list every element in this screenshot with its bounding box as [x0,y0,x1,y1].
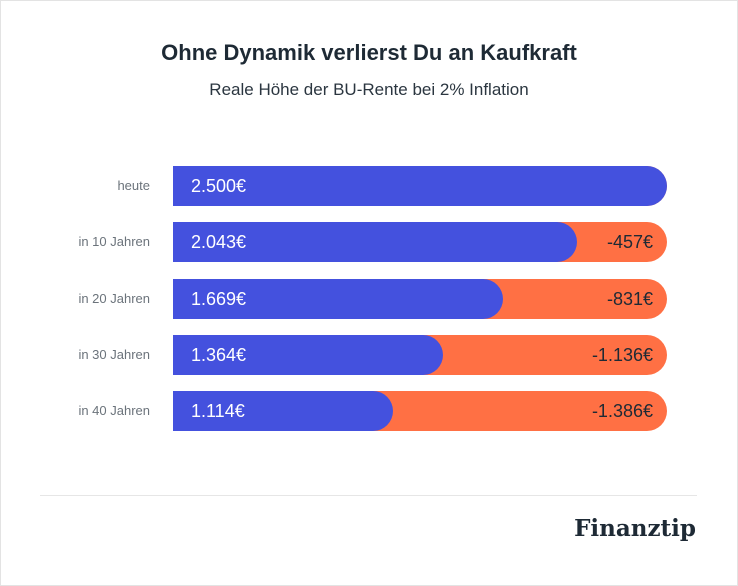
category-label: in 20 Jahren [78,291,150,306]
bar-row: heute 2.500€ [0,166,738,206]
chart-subtitle: Reale Höhe der BU-Rente bei 2% Inflation [209,80,529,99]
bar-row: in 30 Jahren 1.364€ -1.136€ [0,335,738,375]
real-value-label: 1.364€ [191,345,247,365]
category-label: heute [117,178,150,193]
loss-label: -1.136€ [591,345,653,365]
real-value-bar [173,166,667,206]
real-value-label: 2.500€ [191,176,247,196]
loss-bar: 1.114€ -1.386€ [173,391,667,431]
bar-row: in 20 Jahren 1.669€ -831€ [0,279,738,319]
category-label: in 30 Jahren [78,347,150,362]
real-value-label: 2.043€ [191,232,247,252]
loss-bar: 1.669€ -831€ [173,279,667,319]
loss-bar: 2.500€ [173,166,667,206]
loss-label: -1.386€ [591,401,653,421]
real-value-label: 1.114€ [191,401,245,421]
bar-row: in 40 Jahren 1.114€ -1.386€ [0,391,738,431]
category-label: in 40 Jahren [78,403,150,418]
loss-label: -457€ [606,232,653,252]
loss-bar: 2.043€ -457€ [173,222,667,262]
chart-title: Ohne Dynamik verlierst Du an Kaufkraft [161,40,577,65]
real-value-bar [173,279,503,319]
finanztip-logo: Finanztip [574,515,696,542]
loss-bar: 1.364€ -1.136€ [173,335,667,375]
real-value-bar [173,335,443,375]
bar-row: in 10 Jahren 2.043€ -457€ [0,222,738,262]
real-value-bar [173,222,577,262]
loss-label: -831€ [606,289,653,309]
real-value-label: 1.669€ [191,289,247,309]
category-label: in 10 Jahren [78,234,150,249]
divider [40,495,697,496]
real-value-bar [173,391,394,431]
